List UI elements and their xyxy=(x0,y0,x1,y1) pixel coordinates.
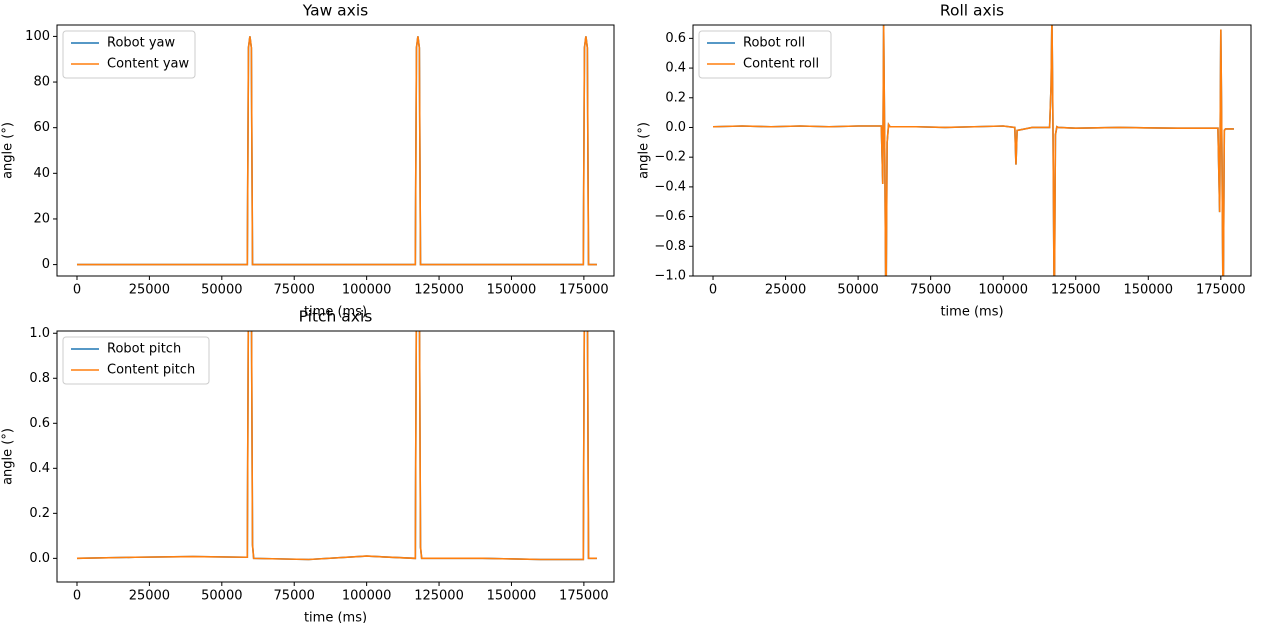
series-line xyxy=(712,25,1234,276)
x-tick-label: 125000 xyxy=(1051,283,1101,298)
y-tick-label: 0.0 xyxy=(29,551,50,566)
x-tick-label: 50000 xyxy=(201,589,242,604)
x-axis-label: time (ms) xyxy=(940,305,1003,320)
y-tick-label: 0.6 xyxy=(29,416,50,431)
y-tick-label: 0.8 xyxy=(29,371,50,386)
x-tick-label: 100000 xyxy=(978,283,1028,298)
x-tick-label: 125000 xyxy=(414,283,464,298)
legend-label: Robot pitch xyxy=(107,342,181,357)
y-tick-label: −1.0 xyxy=(654,269,686,284)
y-tick-label: 0.2 xyxy=(665,90,686,105)
y-tick-label: 0.2 xyxy=(29,506,50,521)
y-tick-label: 0.4 xyxy=(29,461,50,476)
legend-frame xyxy=(62,336,210,385)
x-tick-label: 125000 xyxy=(414,589,464,604)
x-tick-label: 100000 xyxy=(342,589,392,604)
x-tick-label: 150000 xyxy=(487,589,537,604)
x-axis-label: time (ms) xyxy=(304,611,367,623)
x-tick-label: 150000 xyxy=(487,283,537,298)
x-tick-label: 0 xyxy=(73,283,81,298)
y-tick-label: 0 xyxy=(42,257,50,272)
subplot: 0 25000 50000 75000 100000 125000 150000 175000… xyxy=(1,2,615,320)
legend-label: Content pitch xyxy=(107,363,195,378)
legend-label: Content yaw xyxy=(107,57,189,72)
y-tick-label: 0.4 xyxy=(665,61,686,76)
x-tick-label: 0 xyxy=(73,589,81,604)
x-tick-label: 100000 xyxy=(342,283,392,298)
subplot-title: Yaw axis xyxy=(302,2,369,20)
y-axis-label: angle (°) xyxy=(637,122,652,179)
subplot-title: Pitch axis xyxy=(299,308,373,326)
x-tick-label: 175000 xyxy=(559,283,609,298)
legend: Robot pitch Content pitch xyxy=(62,336,210,385)
axes-frame xyxy=(692,24,1252,277)
legend-label: Content roll xyxy=(743,57,819,72)
y-axis-label: angle (°) xyxy=(1,428,16,485)
y-tick-label: 100 xyxy=(25,29,50,44)
axes-frame xyxy=(56,330,615,583)
subplot: 0 25000 50000 75000 100000 125000 150000 175000… xyxy=(1,308,615,623)
axes-frame xyxy=(56,24,615,277)
x-axis-label: time (ms) xyxy=(304,305,367,320)
y-tick-label: 40 xyxy=(33,166,50,181)
x-tick-label: 0 xyxy=(709,283,717,298)
y-axis-label: angle (°) xyxy=(1,122,16,179)
y-tick-label: 80 xyxy=(33,75,50,90)
y-tick-label: −0.6 xyxy=(654,209,686,224)
x-tick-label: 25000 xyxy=(129,589,170,604)
x-tick-label: 75000 xyxy=(274,283,315,298)
y-tick-label: −0.2 xyxy=(654,150,686,165)
x-tick-label: 50000 xyxy=(837,283,878,298)
y-tick-label: −0.4 xyxy=(654,179,686,194)
x-tick-label: 75000 xyxy=(274,589,315,604)
y-tick-label: −0.8 xyxy=(654,239,686,254)
x-tick-label: 25000 xyxy=(765,283,806,298)
subplot-title: Roll axis xyxy=(940,2,1004,20)
series-line xyxy=(76,36,597,266)
y-tick-label: 0.0 xyxy=(665,120,686,135)
y-tick-label: 20 xyxy=(33,211,50,226)
x-tick-label: 150000 xyxy=(1123,283,1173,298)
legend: Robot roll Content roll xyxy=(698,30,832,79)
y-tick-label: 60 xyxy=(33,120,50,135)
legend-label: Robot yaw xyxy=(107,36,175,51)
y-tick-label: 0.6 xyxy=(665,31,686,46)
legend: Robot yaw Content yaw xyxy=(62,30,196,79)
subplot: 0 25000 50000 75000 100000 125000 150000 175000… xyxy=(637,2,1252,320)
x-tick-label: 50000 xyxy=(201,283,242,298)
x-tick-label: 175000 xyxy=(1196,283,1246,298)
x-tick-label: 25000 xyxy=(129,283,170,298)
y-tick-label: 1.0 xyxy=(29,326,50,341)
legend-label: Robot roll xyxy=(743,36,805,51)
x-tick-label: 75000 xyxy=(910,283,951,298)
x-tick-label: 175000 xyxy=(559,589,609,604)
